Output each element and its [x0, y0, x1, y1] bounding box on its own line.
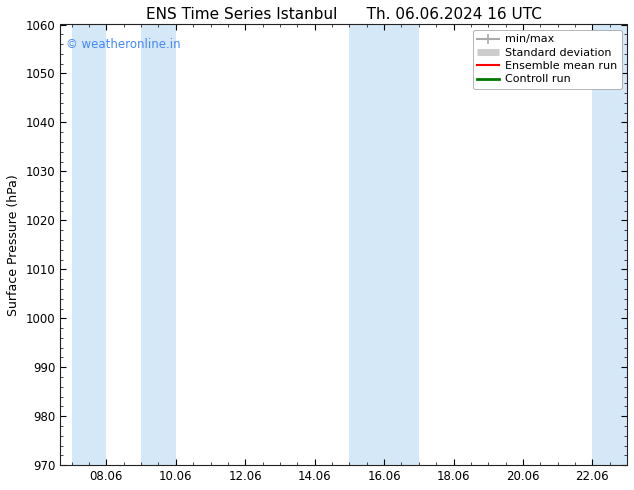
Bar — [72, 24, 107, 465]
Bar — [141, 24, 176, 465]
Legend: min/max, Standard deviation, Ensemble mean run, Controll run: min/max, Standard deviation, Ensemble me… — [472, 30, 621, 89]
Title: ENS Time Series Istanbul      Th. 06.06.2024 16 UTC: ENS Time Series Istanbul Th. 06.06.2024 … — [146, 7, 541, 22]
Bar — [592, 24, 627, 465]
Bar — [349, 24, 419, 465]
Text: © weatheronline.in: © weatheronline.in — [66, 38, 181, 51]
Y-axis label: Surface Pressure (hPa): Surface Pressure (hPa) — [7, 174, 20, 316]
